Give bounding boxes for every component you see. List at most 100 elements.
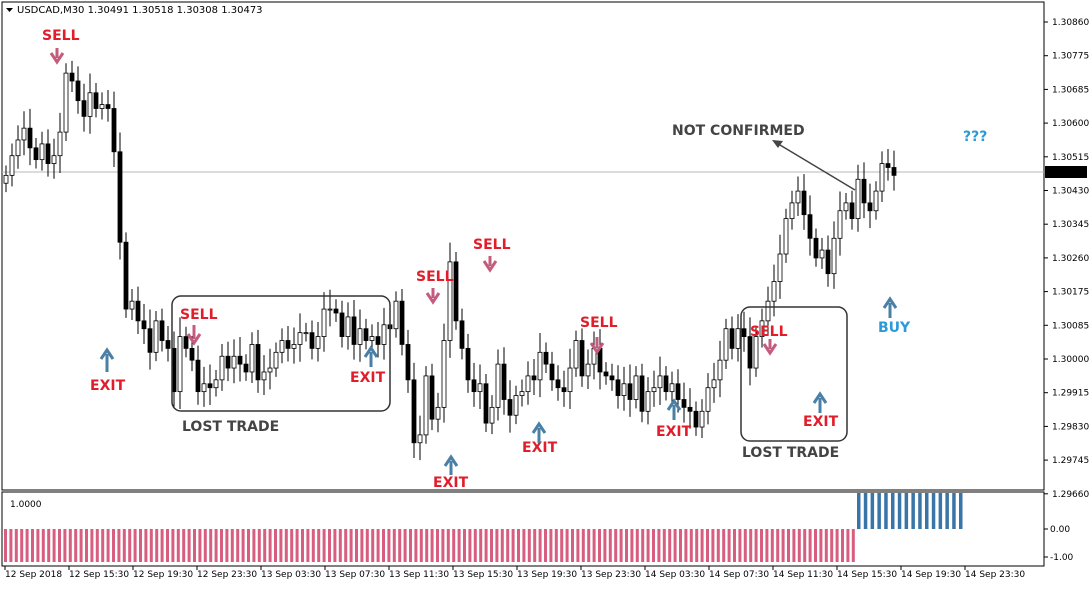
candle-body <box>477 383 483 393</box>
indicator-bar-negative <box>144 529 148 562</box>
price-tick-label: 1.29830 <box>1052 422 1089 432</box>
price-tick-label: 1.30430 <box>1052 187 1089 197</box>
indicator-bar-negative <box>630 529 634 562</box>
candle-body <box>747 336 753 369</box>
indicator-bar-positive <box>945 493 949 529</box>
candle-body <box>873 190 879 212</box>
indicator-bar-negative <box>635 529 639 562</box>
indicator-bar-negative <box>166 529 169 562</box>
candle-body <box>447 261 453 341</box>
lost-trade-box <box>171 295 391 412</box>
indicator-bar-negative <box>90 529 94 562</box>
indicator-bar-negative <box>349 529 353 562</box>
indicator-bar-negative <box>193 529 196 562</box>
indicator-bar-negative <box>506 529 510 562</box>
indicator-bar-negative <box>695 529 699 562</box>
indicator-bar-negative <box>155 529 159 562</box>
candle-body <box>201 383 207 393</box>
time-tick-label: 13 Sep 23:30 <box>581 570 641 580</box>
price-tick-label: 1.30775 <box>1052 52 1089 62</box>
indicator-bar-negative <box>198 529 202 562</box>
time-tick-label: 13 Sep 15:30 <box>453 570 513 580</box>
exit-arrow-head-icon <box>363 345 379 358</box>
indicator-bar-negative <box>257 529 261 562</box>
candle-body <box>867 202 873 212</box>
candle-body <box>189 347 195 361</box>
note-pointer-line <box>774 141 856 191</box>
indicator-bar-negative <box>841 529 844 562</box>
candle-body <box>543 351 549 365</box>
candle-body <box>639 375 645 412</box>
indicator-bar-negative <box>225 529 229 562</box>
time-tick-label: 13 Sep 11:30 <box>389 570 449 580</box>
indicator-bar-negative <box>846 529 850 562</box>
indicator-bar-negative <box>608 529 612 562</box>
candle-body <box>327 308 333 311</box>
indicator-bar-negative <box>733 529 736 562</box>
time-tick-label: 12 Sep 2018 <box>5 570 62 580</box>
exit-arrow-head-icon <box>666 398 682 411</box>
candle-body <box>513 395 519 416</box>
candle-body <box>825 249 831 275</box>
candle-body <box>195 359 201 393</box>
candle-body <box>111 108 117 153</box>
candle-body <box>663 375 669 393</box>
candle-body <box>783 218 789 255</box>
indicator-bar-negative <box>446 529 450 562</box>
indicator-bar-negative <box>544 529 547 562</box>
price-tick-label: 1.29660 <box>1052 490 1089 500</box>
candle-body <box>777 253 783 282</box>
triangle-down-icon[interactable] <box>6 8 13 12</box>
indicator-bar-negative <box>700 529 704 562</box>
candle-body <box>765 300 771 322</box>
indicator-bar-negative <box>727 529 731 562</box>
indicator-bar-negative <box>236 529 240 562</box>
indicator-bar-negative <box>808 529 812 562</box>
indicator-bar-negative <box>139 529 142 562</box>
candle-body <box>519 391 525 396</box>
symbol-header: USDCAD,M30 1.30491 1.30518 1.30308 1.304… <box>17 5 263 16</box>
candle-body <box>243 363 249 373</box>
candle-body <box>87 92 93 117</box>
indicator-bar-negative <box>738 529 742 562</box>
indicator-bar-negative <box>754 529 758 562</box>
indicator-bar-negative <box>565 529 569 562</box>
candle-body <box>219 355 225 381</box>
indicator-bar-negative <box>441 529 445 562</box>
candle-body <box>339 312 345 337</box>
candle-body <box>483 383 489 424</box>
current-price-box <box>1045 166 1087 178</box>
candle-body <box>837 210 843 239</box>
indicator-bar-negative <box>387 529 391 562</box>
candle-body <box>759 320 765 337</box>
indicator-bar-negative <box>571 529 574 562</box>
candle-body <box>69 72 75 82</box>
candle-body <box>645 391 651 412</box>
indicator-bar-negative <box>128 529 132 562</box>
indicator-bar-negative <box>819 529 823 562</box>
indicator-bar-negative <box>689 529 693 562</box>
candle-body <box>165 340 171 349</box>
indicator-bar-negative <box>203 529 207 562</box>
indicator-bar-negative <box>149 529 153 562</box>
time-tick-label: 14 Sep 03:30 <box>645 570 705 580</box>
indicator-bar-negative <box>122 529 126 562</box>
candle-body <box>51 155 57 164</box>
indicator-bar-negative <box>301 529 304 562</box>
indicator-bar-negative <box>409 529 412 562</box>
indicator-bar-negative <box>479 529 483 562</box>
trade-boxes: LOST TRADE LOST TRADE <box>171 295 848 461</box>
indicator-bar-negative <box>311 529 315 562</box>
indicator-bar-negative <box>560 529 564 562</box>
candle-body <box>501 363 507 400</box>
indicator-bar-positive <box>891 493 895 529</box>
sell-label: SELL <box>180 307 218 323</box>
candle-body <box>21 127 27 141</box>
indicator-bar-negative <box>52 529 56 562</box>
candle-body <box>249 344 255 373</box>
candle-body <box>609 375 615 381</box>
candle-body <box>93 92 99 109</box>
candle-body <box>297 332 303 345</box>
candle-body <box>381 324 387 345</box>
